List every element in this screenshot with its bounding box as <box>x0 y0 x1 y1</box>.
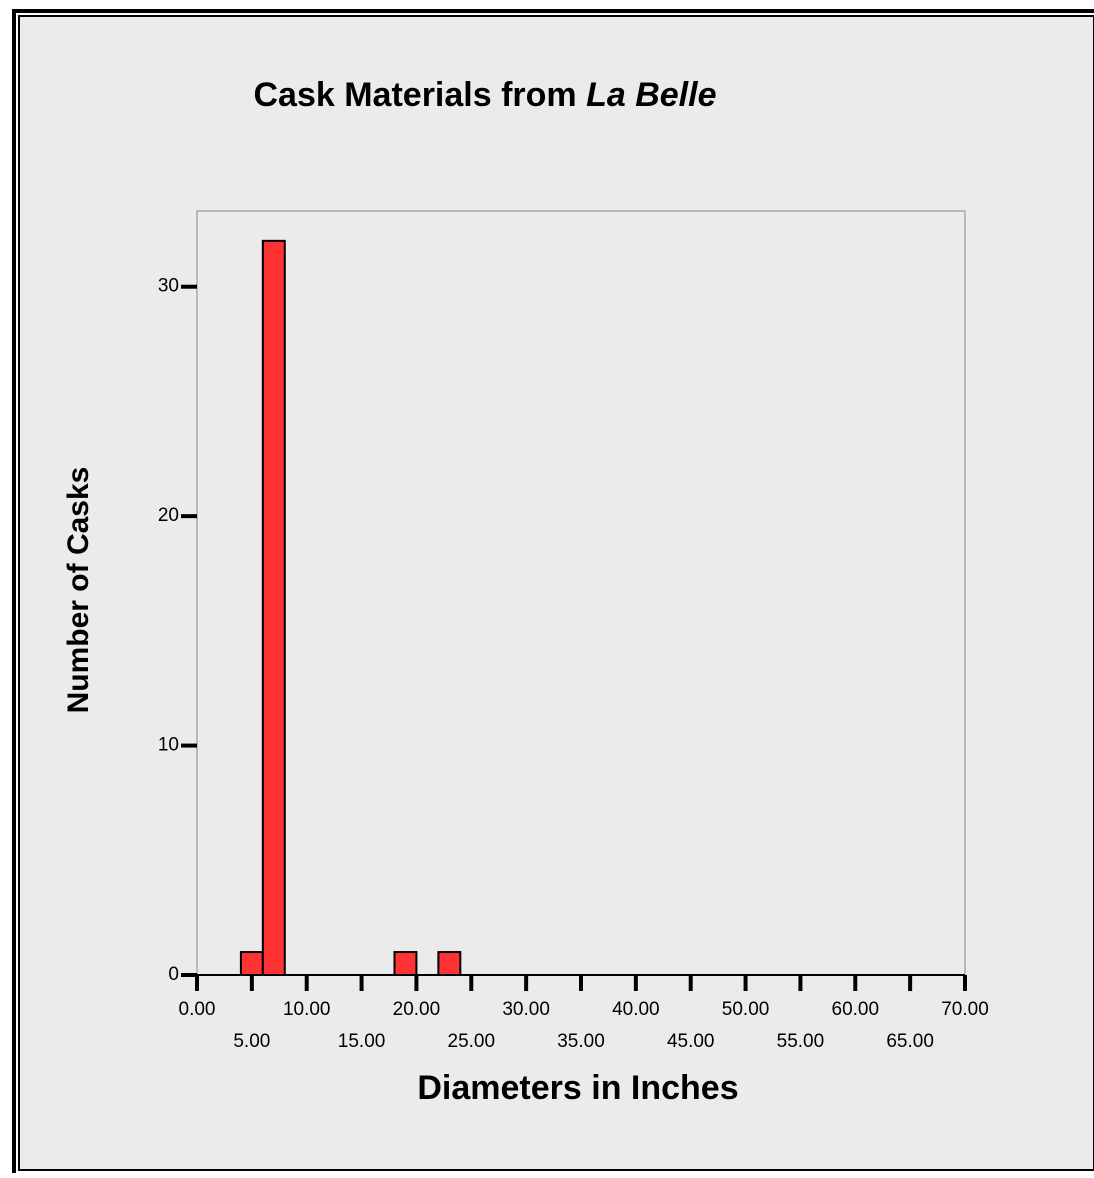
plot-area <box>196 210 966 976</box>
x-tick-label: 40.00 <box>612 999 660 1020</box>
bar <box>437 951 462 977</box>
x-tick-label: 10.00 <box>283 999 331 1020</box>
bar <box>393 951 418 977</box>
x-tick-label: 70.00 <box>941 999 989 1020</box>
y-tick-label: 20 <box>158 505 179 526</box>
y-tick-label: 10 <box>158 735 179 756</box>
chart-title: Cask Materials from La Belle <box>254 76 717 114</box>
title-emphasis: La Belle <box>586 76 716 114</box>
x-tick-label: 30.00 <box>502 999 550 1020</box>
x-tick-label: 20.00 <box>393 999 441 1020</box>
x-tick-label: 60.00 <box>832 999 880 1020</box>
y-tick-label: 30 <box>158 276 179 297</box>
y-axis-label: Number of Casks <box>62 467 95 714</box>
x-tick-label: 65.00 <box>886 1031 934 1052</box>
bar <box>239 951 264 977</box>
x-tick-label: 45.00 <box>667 1031 715 1052</box>
title-text: Cask Materials from <box>254 76 577 114</box>
x-tick-label: 5.00 <box>233 1031 270 1052</box>
x-axis-label: Diameters in Inches <box>417 1069 738 1107</box>
x-tick-label: 0.00 <box>179 999 216 1020</box>
y-tick-label: 0 <box>168 964 179 985</box>
x-tick-label: 50.00 <box>722 999 770 1020</box>
bar <box>261 239 286 977</box>
x-tick-label: 25.00 <box>448 1031 496 1052</box>
x-tick-label: 35.00 <box>557 1031 605 1052</box>
x-tick-label: 55.00 <box>777 1031 825 1052</box>
x-tick-label: 15.00 <box>338 1031 386 1052</box>
